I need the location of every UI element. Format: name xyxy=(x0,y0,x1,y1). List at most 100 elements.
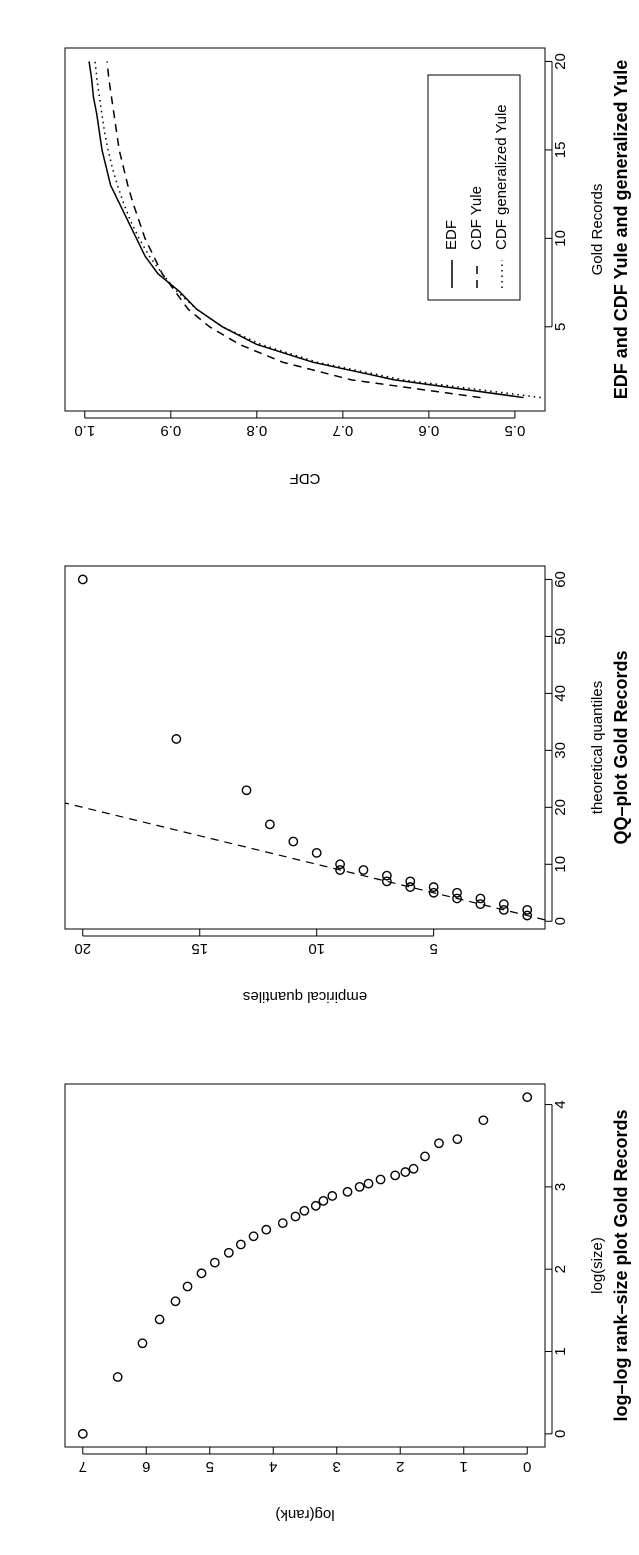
point xyxy=(342,1186,353,1197)
point xyxy=(223,1247,234,1258)
point xyxy=(248,1231,259,1242)
y-tick-label: 0.7 xyxy=(332,422,353,439)
point xyxy=(420,1151,430,1162)
point xyxy=(452,1134,463,1145)
chart-title: log–log rank–size plot Gold Records xyxy=(611,1109,631,1421)
y-tick-label: 3 xyxy=(333,1458,341,1475)
point xyxy=(288,836,299,847)
y-tick-label: 7 xyxy=(79,1458,87,1475)
y-tick-label: 0.6 xyxy=(418,422,439,439)
x-tick-label: 10 xyxy=(552,856,569,873)
point xyxy=(311,847,322,858)
point xyxy=(318,1195,329,1206)
point xyxy=(428,887,439,898)
y-tick-label: 6 xyxy=(142,1458,150,1475)
x-tick-label: 1 xyxy=(552,1347,569,1355)
x-tick-label: 20 xyxy=(552,53,569,70)
x-tick-label: 20 xyxy=(552,799,569,816)
point xyxy=(375,1174,386,1185)
y-tick-label: 4 xyxy=(269,1458,277,1475)
plot-box xyxy=(64,565,546,930)
x-tick-label: 0 xyxy=(552,1430,569,1438)
chart-title: QQ–plot Gold Records xyxy=(611,650,631,844)
x-tick-label: 3 xyxy=(552,1183,569,1191)
reference-line xyxy=(64,802,546,921)
point xyxy=(154,1314,165,1325)
x-tick-label: 4 xyxy=(552,1100,569,1108)
y-axis-label: empirical quantiles xyxy=(243,988,367,1005)
point xyxy=(498,904,509,915)
chart-title: EDF and CDF Yule and generalized Yule xyxy=(611,60,631,399)
point xyxy=(452,887,462,898)
legend-label: CDF Yule xyxy=(468,186,485,250)
series-line xyxy=(106,61,481,399)
y-tick-label: 1 xyxy=(460,1458,468,1475)
point xyxy=(522,904,533,915)
point xyxy=(358,865,369,875)
y-tick-label: 5 xyxy=(206,1458,214,1475)
point xyxy=(381,870,392,881)
x-tick-label: 15 xyxy=(552,142,569,159)
x-tick-label: 5 xyxy=(552,323,569,331)
plot-box xyxy=(64,1083,546,1448)
y-tick-label: 15 xyxy=(191,940,208,957)
y-tick-label: 0.8 xyxy=(246,422,267,439)
y-tick-label: 0 xyxy=(523,1458,531,1475)
point xyxy=(241,785,252,796)
y-tick-label: 0.5 xyxy=(504,422,525,439)
point xyxy=(408,1163,419,1174)
point xyxy=(265,819,275,830)
x-axis-label: theoretical quantiles xyxy=(589,681,606,814)
point xyxy=(428,882,439,892)
series-line xyxy=(94,61,541,399)
point xyxy=(478,1115,489,1126)
plot-box xyxy=(64,47,546,412)
y-tick-label: 2 xyxy=(396,1458,404,1475)
point xyxy=(77,1428,88,1439)
y-tick-label: 1.0 xyxy=(74,422,95,439)
point xyxy=(261,1224,272,1235)
legend-label: EDF xyxy=(443,220,460,250)
point xyxy=(182,1281,193,1292)
point xyxy=(310,1200,321,1211)
point xyxy=(335,859,345,870)
point xyxy=(390,1170,401,1181)
point xyxy=(522,1092,533,1103)
x-tick-label: 2 xyxy=(552,1265,569,1273)
point xyxy=(405,876,416,887)
point xyxy=(77,574,88,585)
point xyxy=(452,893,462,904)
series-line xyxy=(88,61,524,399)
y-tick-label: 20 xyxy=(74,940,91,957)
y-axis-label: CDF xyxy=(290,470,321,487)
x-tick-label: 60 xyxy=(552,571,569,588)
point xyxy=(475,899,486,910)
point xyxy=(354,1181,365,1192)
y-tick-label: 0.9 xyxy=(160,422,181,439)
point xyxy=(405,882,416,892)
x-tick-label: 50 xyxy=(552,628,569,645)
point xyxy=(299,1205,310,1216)
x-tick-label: 10 xyxy=(552,230,569,247)
x-tick-label: 40 xyxy=(552,685,569,702)
point xyxy=(196,1268,207,1279)
point xyxy=(522,910,533,921)
point xyxy=(137,1338,148,1349)
legend-label: CDF generalized Yule xyxy=(493,104,510,250)
point xyxy=(498,899,509,910)
y-tick-label: 5 xyxy=(429,940,437,957)
point xyxy=(277,1218,288,1229)
y-axis-label: log(rank) xyxy=(275,1506,334,1523)
x-axis-label: log(size) xyxy=(589,1237,606,1294)
legend-box xyxy=(427,74,521,301)
point xyxy=(171,734,182,744)
point xyxy=(363,1178,374,1189)
point xyxy=(170,1296,181,1307)
point xyxy=(400,1167,411,1177)
x-axis-label: Gold Records xyxy=(589,184,606,276)
point xyxy=(290,1211,301,1222)
y-tick-label: 10 xyxy=(308,940,325,957)
point xyxy=(475,893,486,904)
point xyxy=(434,1138,444,1149)
